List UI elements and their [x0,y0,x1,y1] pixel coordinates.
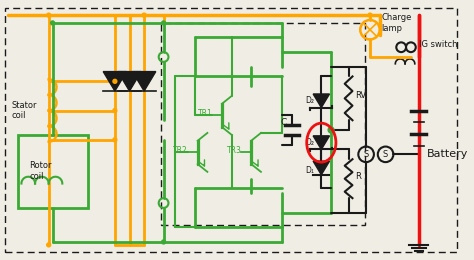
Text: Battery: Battery [427,149,468,159]
Polygon shape [118,72,141,91]
Circle shape [162,240,165,244]
Polygon shape [103,72,127,91]
Circle shape [162,21,165,25]
Text: TR3: TR3 [227,146,241,155]
Text: TR1: TR1 [198,109,212,118]
Polygon shape [132,72,156,91]
Text: S: S [364,150,369,159]
Circle shape [113,138,117,142]
Circle shape [142,13,146,17]
Polygon shape [313,136,329,149]
Text: C: C [281,118,287,127]
Text: IG switch: IG switch [419,40,457,49]
Text: Stator
coil: Stator coil [12,101,37,120]
Circle shape [113,109,117,113]
Circle shape [47,13,51,17]
Polygon shape [313,161,329,175]
Text: Rotor
coil: Rotor coil [29,161,52,181]
Text: Charge
lamp: Charge lamp [382,13,412,32]
Text: R: R [356,172,361,181]
Circle shape [368,13,372,17]
Circle shape [51,21,55,25]
Circle shape [113,79,117,83]
Text: D₂: D₂ [306,96,315,105]
Text: D₁: D₁ [306,166,315,176]
Polygon shape [313,94,329,108]
Text: TR2: TR2 [173,146,188,155]
Text: RV: RV [356,92,366,100]
Circle shape [328,127,334,133]
Text: D₂: D₂ [306,138,315,147]
Text: S: S [383,150,388,159]
Circle shape [47,243,51,247]
